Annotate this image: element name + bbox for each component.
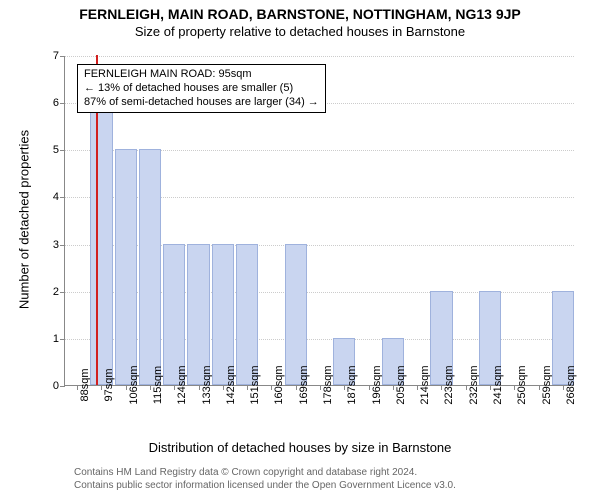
x-tick-label: 160sqm [271,365,285,404]
x-axis-label: Distribution of detached houses by size … [0,440,600,455]
x-tick-mark [441,385,442,390]
bar [187,244,209,385]
x-tick-mark [320,385,321,390]
footer-line1: Contains HM Land Registry data © Crown c… [74,466,456,479]
x-tick-mark [344,385,345,390]
plot-area: 0123456788sqm97sqm106sqm115sqm124sqm133s… [64,56,574,386]
x-tick-label: 169sqm [296,365,310,404]
x-tick-label: 214sqm [417,365,431,404]
x-tick-mark [223,385,224,390]
x-tick-mark [247,385,248,390]
y-tick-mark [60,197,65,198]
x-tick-mark [271,385,272,390]
y-tick-mark [60,150,65,151]
info-box-line: 87% of semi-detached houses are larger (… [84,96,319,110]
x-tick-mark [174,385,175,390]
x-tick-mark [563,385,564,390]
x-tick-mark [514,385,515,390]
x-tick-mark [199,385,200,390]
x-tick-mark [369,385,370,390]
bar [90,102,112,385]
info-box: FERNLEIGH MAIN ROAD: 95sqm← 13% of detac… [77,64,326,113]
x-tick-label: 97sqm [101,368,115,401]
bar [163,244,185,385]
x-tick-mark [101,385,102,390]
x-tick-mark [417,385,418,390]
x-tick-label: 133sqm [199,365,213,404]
chart-title: FERNLEIGH, MAIN ROAD, BARNSTONE, NOTTING… [0,0,600,22]
x-tick-label: 232sqm [466,365,480,404]
x-tick-label: 259sqm [539,365,553,404]
footer-attribution: Contains HM Land Registry data © Crown c… [74,466,456,492]
x-tick-mark [296,385,297,390]
x-tick-label: 151sqm [247,365,261,404]
bar [285,244,307,385]
bar [115,149,137,385]
x-tick-mark [126,385,127,390]
x-tick-label: 124sqm [174,365,188,404]
bar [212,244,234,385]
x-tick-label: 115sqm [150,366,164,404]
x-tick-mark [393,385,394,390]
footer-line2: Contains public sector information licen… [74,479,456,492]
x-tick-mark [150,385,151,390]
bar [236,244,258,385]
y-tick-mark [60,292,65,293]
x-tick-label: 241sqm [490,365,504,404]
x-tick-label: 187sqm [344,365,358,404]
x-tick-label: 142sqm [223,365,237,404]
x-tick-label: 106sqm [126,365,140,404]
x-tick-label: 178sqm [320,365,334,404]
y-tick-mark [60,245,65,246]
x-tick-mark [466,385,467,390]
x-tick-label: 223sqm [441,365,455,404]
y-axis-label: Number of detached properties [17,120,32,320]
info-box-line: ← 13% of detached houses are smaller (5) [84,82,319,96]
gridline [65,56,574,57]
info-box-line: FERNLEIGH MAIN ROAD: 95sqm [84,68,319,82]
bar [139,149,161,385]
x-tick-mark [539,385,540,390]
x-tick-mark [490,385,491,390]
x-tick-mark [77,385,78,390]
x-tick-label: 205sqm [393,365,407,404]
y-tick-mark [60,103,65,104]
x-tick-label: 196sqm [369,365,383,404]
chart-subtitle: Size of property relative to detached ho… [0,22,600,39]
x-tick-label: 88sqm [77,368,91,401]
x-tick-label: 268sqm [563,365,577,404]
x-tick-label: 250sqm [514,365,528,404]
y-tick-mark [60,339,65,340]
y-tick-mark [60,56,65,57]
y-tick-mark [60,386,65,387]
